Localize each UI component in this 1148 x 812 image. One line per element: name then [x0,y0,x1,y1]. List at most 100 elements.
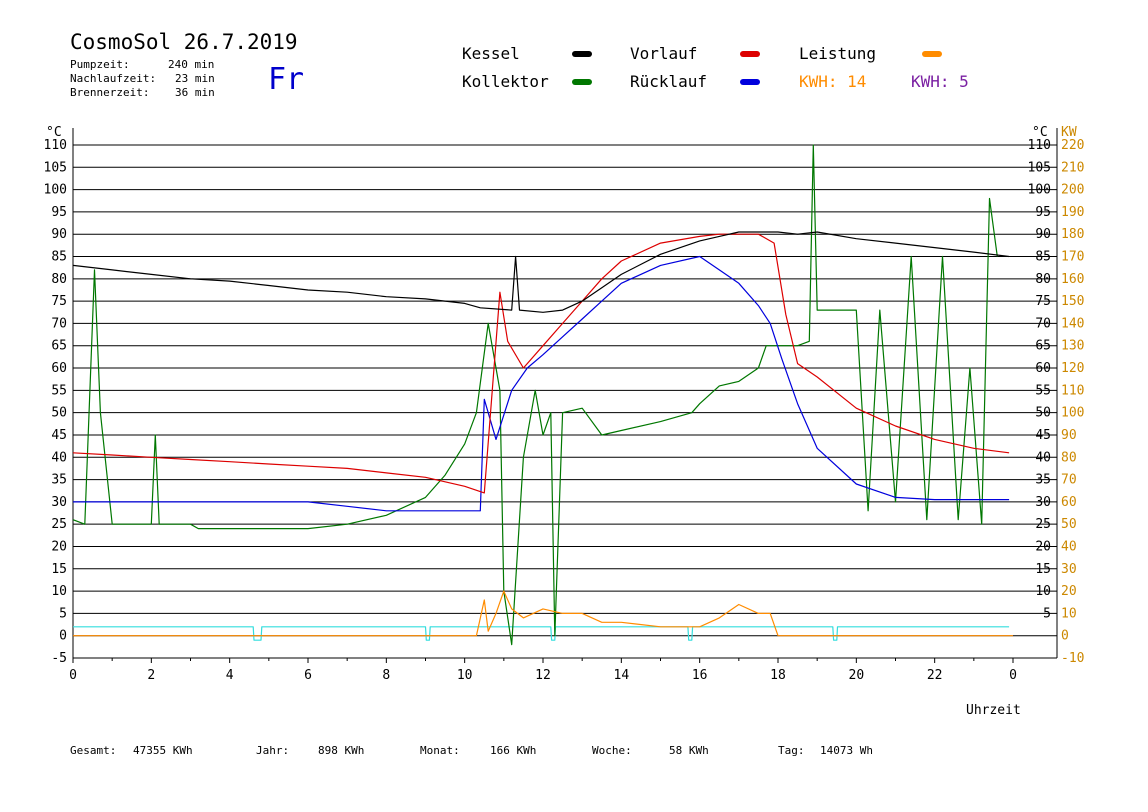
y-tick-left-45: 45 [51,428,67,443]
y-tick-kw-180: 180 [1061,227,1084,242]
y-tick-left-110: 110 [44,138,67,153]
y-tick-left-20: 20 [51,539,67,554]
x-tick-9: 18 [770,668,786,683]
x-tick-10: 20 [849,668,865,683]
stat-nachlaufzeit-value: 23 min [175,72,215,85]
y-tick-right-25: 25 [1035,517,1051,532]
y-tick-right-95: 95 [1035,205,1051,220]
series-line-pump [73,626,1010,641]
series-line-vorlauf [72,233,1010,494]
y-tick-left-70: 70 [51,316,67,331]
legend-kollektor-swatch [572,79,592,85]
y-tick-kw-50: 50 [1061,517,1077,532]
y-tick-right-105: 105 [1028,160,1051,175]
y-tick-right-15: 15 [1035,562,1051,577]
y-tick-left-30: 30 [51,495,67,510]
series-line-leistung [73,590,1013,637]
y-tick-left-85: 85 [51,250,67,265]
y-tick-left-60: 60 [51,361,67,376]
x-tick-0: 0 [69,668,77,683]
y-tick-kw-160: 160 [1061,272,1084,287]
y-tick-kw-210: 210 [1061,160,1084,175]
x-axis-label: Uhrzeit [966,703,1021,718]
stat-nachlaufzeit-label: Nachlaufzeit: [70,72,157,85]
y-tick-left-55: 55 [51,383,67,398]
y-tick-kw-120: 120 [1061,361,1084,376]
footer-woche-value: 58 KWh [669,744,709,757]
y-tick-kw-70: 70 [1061,473,1077,488]
x-tick-11: 22 [927,668,943,683]
footer-tag-value: 14073 Wh [820,744,873,757]
y-tick-right-35: 35 [1035,473,1051,488]
y-tick-right-65: 65 [1035,339,1051,354]
y-tick-left--5: -5 [51,651,67,666]
y-tick-left-75: 75 [51,294,67,309]
x-tick-3: 6 [304,668,312,683]
y-tick-left-5: 5 [59,606,67,621]
y-tick-right-55: 55 [1035,383,1051,398]
footer-gesamt-value: 47355 KWh [133,744,193,757]
y-tick-kw-60: 60 [1061,495,1077,510]
y-tick-kw-170: 170 [1061,250,1084,265]
y-tick-right-70: 70 [1035,316,1051,331]
y-tick-right-50: 50 [1035,406,1051,421]
y-tick-left-80: 80 [51,272,67,287]
footer-monat-value: 166 KWh [490,744,537,757]
x-tick-2: 4 [226,668,234,683]
y-axis-unit-left: °C [46,125,62,140]
legend-kwh-purple: KWH: 5 [911,72,969,91]
y-tick-kw-190: 190 [1061,205,1084,220]
y-tick-kw-40: 40 [1061,539,1077,554]
stat-brennerzeit-value: 36 min [175,86,215,99]
y-tick-left-0: 0 [59,629,67,644]
y-tick-kw-220: 220 [1061,138,1084,153]
y-axis-unit-right: °C [1032,125,1048,140]
legend-leistung: Leistung [799,44,877,63]
footer-jahr-value: 898 KWh [318,744,365,757]
y-tick-kw-130: 130 [1061,339,1084,354]
y-tick-kw-20: 20 [1061,584,1077,599]
x-tick-8: 16 [692,668,708,683]
y-tick-kw-10: 10 [1061,606,1077,621]
legend-kessel: Kessel [462,44,520,63]
y-tick-right-75: 75 [1035,294,1051,309]
stat-brennerzeit-label: Brennerzeit: [70,86,150,99]
series-line-kollektor [72,144,998,646]
y-tick-kw-30: 30 [1061,562,1077,577]
x-tick-1: 2 [147,668,155,683]
y-tick-left-15: 15 [51,562,67,577]
y-tick-right-100: 100 [1028,183,1051,198]
y-tick-left-35: 35 [51,473,67,488]
y-tick-kw-100: 100 [1061,406,1084,421]
x-tick-6: 12 [535,668,551,683]
series-line-ruecklauf [73,255,1010,512]
legend-vorlauf-swatch [740,51,760,57]
legend-leistung-swatch [922,51,942,57]
y-tick-right-40: 40 [1035,450,1051,465]
y-tick-right-45: 45 [1035,428,1051,443]
y-tick-right-30: 30 [1035,495,1051,510]
y-tick-left-95: 95 [51,205,67,220]
y-tick-left-50: 50 [51,406,67,421]
y-tick-kw-150: 150 [1061,294,1084,309]
footer-tag-label: Tag: [778,744,805,757]
series-line-kessel [72,231,1010,313]
footer-monat-label: Monat: [420,744,460,757]
legend-kessel-swatch [572,51,592,57]
footer-gesamt-label: Gesamt: [70,744,117,757]
y-tick-left-25: 25 [51,517,67,532]
y-axis-unit-kw: KW [1061,125,1077,140]
y-tick-left-100: 100 [44,183,67,198]
legend-kwh-orange: KWH: 14 [799,72,867,91]
x-tick-12: 0 [1009,668,1017,683]
legend-ruecklauf-swatch [740,79,760,85]
y-tick-left-10: 10 [51,584,67,599]
weekday-label: Fr [268,62,305,97]
y-tick-right-110: 110 [1028,138,1051,153]
y-tick-kw-110: 110 [1061,383,1084,398]
y-tick-right-80: 80 [1035,272,1051,287]
legend-vorlauf: Vorlauf [630,44,698,63]
legend-ruecklauf: Rücklauf [630,72,708,91]
legend-kollektor: Kollektor [462,72,549,91]
